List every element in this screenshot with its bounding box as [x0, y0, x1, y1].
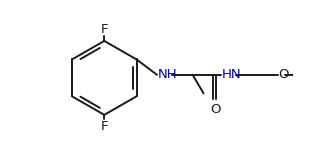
- Text: HN: HN: [222, 68, 242, 81]
- Text: F: F: [100, 22, 108, 35]
- Text: NH: NH: [158, 68, 177, 81]
- Text: F: F: [100, 120, 108, 133]
- Text: O: O: [211, 103, 221, 116]
- Text: O: O: [278, 68, 289, 81]
